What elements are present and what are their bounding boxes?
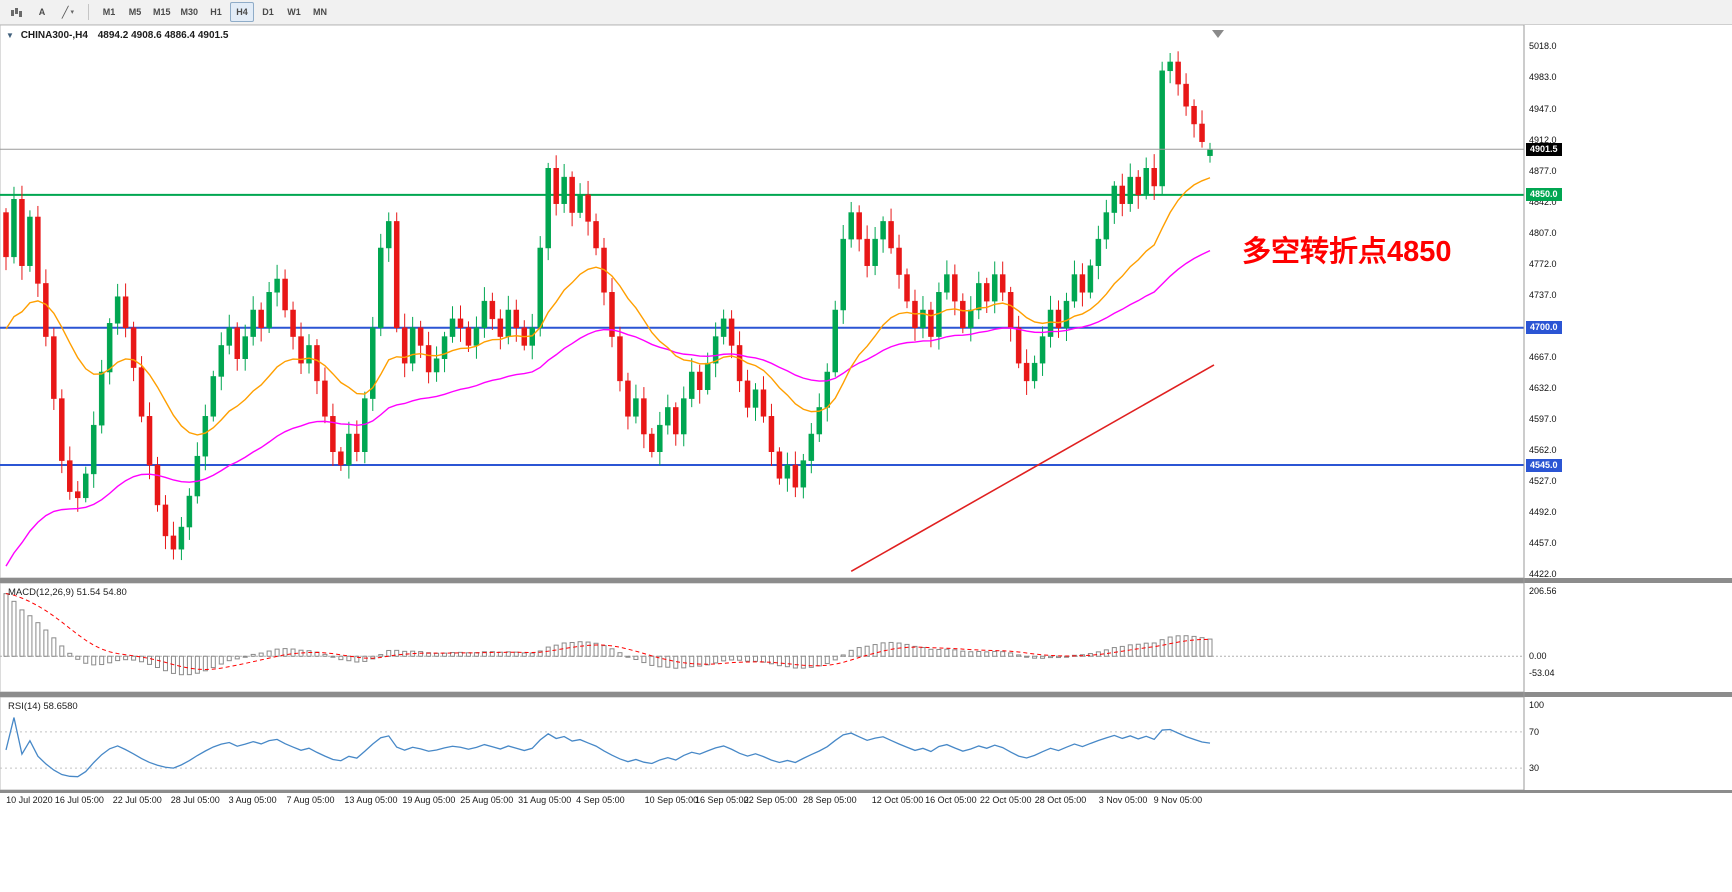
time-axis-label: 10 Jul 2020 — [6, 795, 53, 805]
ma-fast-line — [5, 177, 1211, 436]
timeframe-m5-button[interactable]: M5 — [123, 2, 147, 22]
price-tick-label: 4947.0 — [1529, 103, 1557, 114]
price-tick-label: 4597.0 — [1529, 413, 1557, 424]
price-tick-label: 4983.0 — [1529, 72, 1557, 82]
macd-signal-line — [5, 593, 1211, 671]
price-tick-label: 4877.0 — [1529, 165, 1557, 176]
time-axis-label: 3 Nov 05:00 — [1098, 795, 1148, 805]
text-tool-button[interactable]: A — [30, 2, 54, 22]
ma-slow-line — [5, 249, 1211, 567]
timeframe-m15-button[interactable]: M15 — [149, 2, 175, 22]
toolbar-separator — [88, 4, 89, 20]
timeframe-m30-button[interactable]: M30 — [177, 2, 203, 22]
time-axis-label: 28 Sep 05:00 — [803, 795, 857, 805]
chart-canvas[interactable] — [0, 25, 1732, 892]
macd-scale-label: 206.56 — [1529, 585, 1557, 596]
time-axis-label: 19 Aug 05:00 — [402, 795, 456, 805]
chart-ohlc-values: 4894.2 4908.6 4886.4 4901.5 — [97, 30, 229, 41]
panel-separator[interactable] — [0, 692, 1732, 697]
rsi-scale-label: 100 — [1529, 699, 1545, 710]
trendline-object[interactable] — [850, 364, 1215, 573]
price-tick-label: 4912.0 — [1529, 134, 1557, 145]
macd-scale-label: -53.04 — [1529, 668, 1555, 679]
timeframe-m1-button[interactable]: M1 — [97, 2, 121, 22]
shapes-tool-button[interactable]: ╱ ▾ — [56, 2, 80, 22]
macd-scale-label: 0.00 — [1529, 651, 1547, 662]
time-axis-label: 13 Aug 05:00 — [344, 795, 398, 805]
rsi-scale-label: 30 — [1529, 763, 1540, 774]
price-tick-label: 4422.0 — [1529, 569, 1557, 579]
price-tick-label: 4457.0 — [1529, 537, 1557, 548]
time-axis-label: 22 Jul 05:00 — [112, 795, 162, 805]
rsi-scale-label: 70 — [1529, 726, 1540, 737]
time-axis-label: 16 Sep 05:00 — [694, 795, 749, 805]
time-axis-label: 31 Aug 05:00 — [518, 795, 572, 805]
price-tick-label: 4737.0 — [1529, 289, 1557, 300]
panel-frames-layer — [0, 25, 1525, 791]
chart-shift-marker-icon[interactable] — [1212, 30, 1224, 38]
charts-tool-button[interactable] — [4, 2, 28, 22]
price-tick-label: 4492.0 — [1529, 506, 1557, 517]
timeframe-h4-button[interactable]: H4 — [230, 2, 255, 22]
price-tick-label: 4632.0 — [1529, 382, 1557, 393]
collapse-triangle-icon[interactable]: ▼ — [6, 31, 14, 40]
macd-indicator-label: MACD(12,26,9) 51.54 54.80 — [8, 587, 127, 598]
time-axis-label: 16 Jul 05:00 — [54, 795, 104, 805]
time-axis-label: 16 Oct 05:00 — [925, 795, 977, 805]
price-tick-label: 4667.0 — [1529, 351, 1557, 362]
separators-layer — [0, 25, 1732, 793]
chart-workspace: ▼ CHINA300-,H4 4894.2 4908.6 4886.4 4901… — [0, 25, 1732, 892]
hline-4700-badge[interactable]: 4700.0 — [1526, 321, 1562, 335]
annotation-text[interactable]: 多空转折点4850 — [1242, 236, 1452, 268]
bid-price-badge: 4901.5 — [1526, 142, 1562, 156]
panel-separator[interactable] — [0, 578, 1732, 583]
hline-4850-badge[interactable]: 4850.0 — [1526, 188, 1562, 202]
candles-layer — [3, 51, 1213, 561]
price-tick-label: 4842.0 — [1529, 196, 1557, 207]
price-tick-label: 4527.0 — [1529, 475, 1557, 486]
time-axis-label: 28 Oct 05:00 — [1034, 795, 1087, 805]
rsi-line — [5, 717, 1211, 778]
rsi-indicator-label: RSI(14) 58.6580 — [8, 701, 78, 712]
chart-toolbar: A ╱ ▾ M1 M5 M15 M30 H1 H4 D1 W1 MN — [0, 0, 1732, 25]
price-tick-label: 4772.0 — [1529, 258, 1557, 269]
time-axis-label: 4 Sep 05:00 — [576, 795, 625, 805]
chart-title: ▼ CHINA300-,H4 4894.2 4908.6 4886.4 4901… — [6, 30, 228, 41]
price-tick-label: 4562.0 — [1529, 444, 1557, 455]
rsi-layer — [0, 717, 1524, 778]
moving-averages-layer — [5, 177, 1211, 567]
candlestick-icon — [10, 7, 22, 17]
trendline-icon: ╱ — [61, 6, 69, 19]
time-axis-label: 28 Jul 05:00 — [170, 795, 220, 805]
time-axis-label: 12 Oct 05:00 — [871, 795, 924, 805]
macd-layer — [0, 593, 1524, 676]
time-axis-label: 22 Oct 05:00 — [979, 795, 1032, 805]
time-axis-label: 9 Nov 05:00 — [1153, 795, 1203, 805]
hline-4545-badge[interactable]: 4545.0 — [1526, 458, 1562, 472]
time-axis-label: 7 Aug 05:00 — [286, 795, 335, 805]
time-axis-label: 25 Aug 05:00 — [460, 795, 514, 805]
chart-symbol-period: CHINA300-,H4 — [20, 30, 88, 41]
panel-separator[interactable] — [0, 790, 1732, 793]
price-tick-label: 5018.0 — [1529, 41, 1557, 51]
time-axis-label: 22 Sep 05:00 — [743, 795, 798, 805]
price-tick-label: 4807.0 — [1529, 227, 1557, 238]
timeframe-mn-button[interactable]: MN — [308, 2, 332, 22]
bid-line-layer — [0, 30, 1524, 150]
trendline-layer — [850, 364, 1215, 573]
timeframe-w1-button[interactable]: W1 — [282, 2, 306, 22]
time-axis-label: 10 Sep 05:00 — [644, 795, 699, 805]
timeframe-d1-button[interactable]: D1 — [256, 2, 280, 22]
timeframe-h1-button[interactable]: H1 — [204, 2, 228, 22]
time-axis-label: 3 Aug 05:00 — [228, 795, 277, 805]
chevron-down-icon: ▾ — [70, 9, 75, 16]
